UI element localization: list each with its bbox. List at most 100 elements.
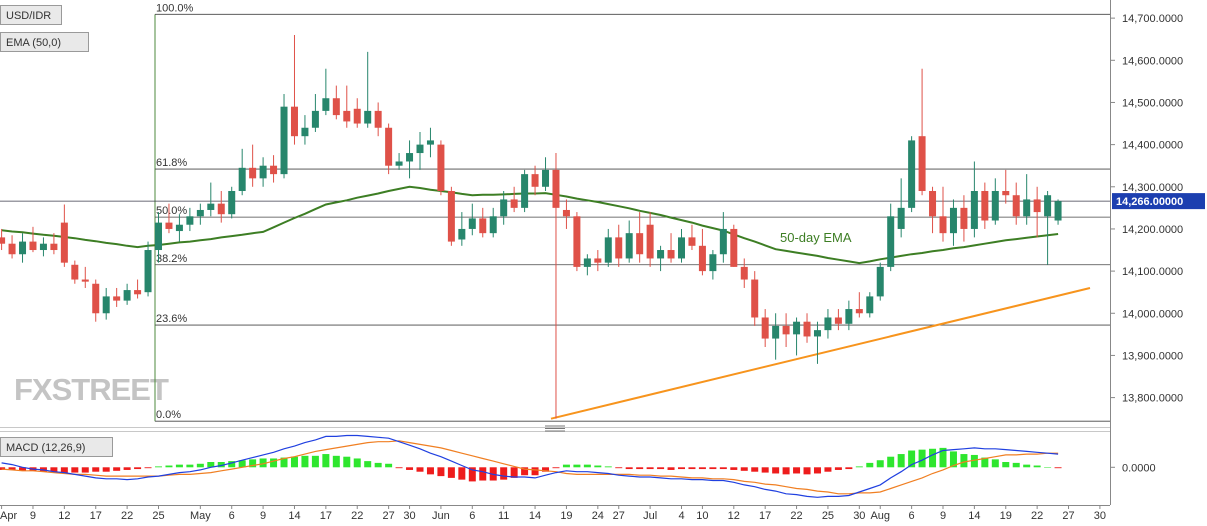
x-tick-label: 10 xyxy=(696,510,708,522)
symbol-badge[interactable] xyxy=(0,5,62,25)
candle-body xyxy=(876,266,884,297)
candle-body xyxy=(970,190,978,229)
candle-body xyxy=(510,199,518,208)
candle-body xyxy=(1002,190,1010,196)
candle-body xyxy=(960,207,968,229)
x-tick-label: Jul xyxy=(643,510,657,522)
y-tick-label: 14,300.0000 xyxy=(1122,182,1183,194)
histogram-bar xyxy=(939,447,947,468)
candle-body xyxy=(374,110,382,128)
candle-body xyxy=(8,243,16,255)
candle-body xyxy=(196,209,204,217)
candle-body xyxy=(1033,199,1041,213)
histogram-bar xyxy=(949,451,957,468)
candle-body xyxy=(657,250,665,259)
histogram-bar xyxy=(458,467,466,480)
histogram-bar xyxy=(521,467,529,476)
candle-body xyxy=(123,290,131,301)
histogram-bar xyxy=(887,456,895,468)
candle-body xyxy=(144,250,152,293)
histogram-bar xyxy=(385,463,393,468)
histogram-bar xyxy=(259,458,267,468)
candle-body xyxy=(270,165,278,175)
histogram-bar xyxy=(186,464,194,468)
histogram-bar xyxy=(782,467,790,475)
histogram-bar xyxy=(270,458,278,468)
histogram-bar xyxy=(196,463,204,468)
candle-body xyxy=(113,296,121,301)
histogram-bar xyxy=(604,466,612,468)
fib-label: 61.8% xyxy=(156,157,187,169)
histogram-bar xyxy=(374,462,382,468)
histogram-bar xyxy=(228,461,236,468)
x-tick-label: 17 xyxy=(759,510,771,522)
histogram-bar xyxy=(406,467,414,470)
x-tick-label: 6 xyxy=(909,510,915,522)
histogram-bar xyxy=(531,467,539,476)
indicator-badge[interactable] xyxy=(0,32,89,52)
fib-label: 38.2% xyxy=(156,253,187,265)
x-tick-label: 9 xyxy=(260,510,266,522)
candle-body xyxy=(60,222,68,263)
histogram-bar xyxy=(437,467,445,477)
y-tick-label: 14,500.0000 xyxy=(1122,97,1183,109)
histogram-bar xyxy=(1002,462,1010,468)
candle-body xyxy=(719,228,727,255)
candle-body xyxy=(332,98,340,116)
y-tick-label: 14,100.0000 xyxy=(1122,266,1183,278)
candle-body xyxy=(290,106,298,137)
x-tick-label: 17 xyxy=(320,510,332,522)
histogram-bar xyxy=(71,467,79,473)
x-tick-label: 6 xyxy=(469,510,475,522)
candle-body xyxy=(102,296,110,314)
x-tick-label: 14 xyxy=(529,510,541,522)
histogram-bar xyxy=(719,467,727,470)
histogram-bar xyxy=(803,467,811,475)
histogram-bar xyxy=(416,467,424,472)
watermark: FXSTREET xyxy=(14,372,169,407)
fib-label: 100.0% xyxy=(156,2,194,14)
x-tick-label: 27 xyxy=(613,510,625,522)
candle-body xyxy=(834,317,842,324)
candle-body xyxy=(813,330,821,337)
x-tick-label: 22 xyxy=(1031,510,1043,522)
histogram-bar xyxy=(144,467,152,469)
x-tick-label: 30 xyxy=(1094,510,1106,522)
candle-body xyxy=(751,279,759,318)
macd-badge[interactable] xyxy=(0,437,113,457)
histogram-bar xyxy=(1044,467,1052,468)
x-tick-label: 24 xyxy=(592,510,604,522)
candle-body xyxy=(29,241,37,251)
candle-body xyxy=(573,216,581,267)
candle-body xyxy=(134,290,142,295)
histogram-bar xyxy=(332,455,340,468)
candle-body xyxy=(981,190,989,221)
candle-body xyxy=(1044,195,1052,217)
histogram-bar xyxy=(1012,462,1020,468)
candle-body xyxy=(991,190,999,221)
histogram-bar xyxy=(646,467,654,470)
candle-body xyxy=(521,174,529,208)
ema-line xyxy=(1,185,1059,265)
y-tick-label: 14,400.0000 xyxy=(1122,140,1183,152)
histogram-bar xyxy=(897,454,905,468)
candle-body xyxy=(949,207,957,234)
x-tick-label: 12 xyxy=(58,510,70,522)
candle-body xyxy=(353,108,361,124)
candle-body xyxy=(688,237,696,246)
candle-body xyxy=(1023,199,1031,217)
histogram-bar xyxy=(866,462,874,468)
candle-body xyxy=(678,237,685,259)
histogram-bar xyxy=(468,467,476,482)
x-tick-label: 25 xyxy=(822,510,834,522)
candle-body xyxy=(939,216,947,234)
macd-line xyxy=(1,434,1059,498)
candle-body xyxy=(437,144,445,191)
x-tick-label: 6 xyxy=(229,510,235,522)
pane-grip[interactable] xyxy=(545,425,565,432)
candle-body xyxy=(793,321,801,335)
candle-body xyxy=(552,169,560,208)
x-tick-label: 22 xyxy=(790,510,802,522)
histogram-bar xyxy=(123,467,131,470)
